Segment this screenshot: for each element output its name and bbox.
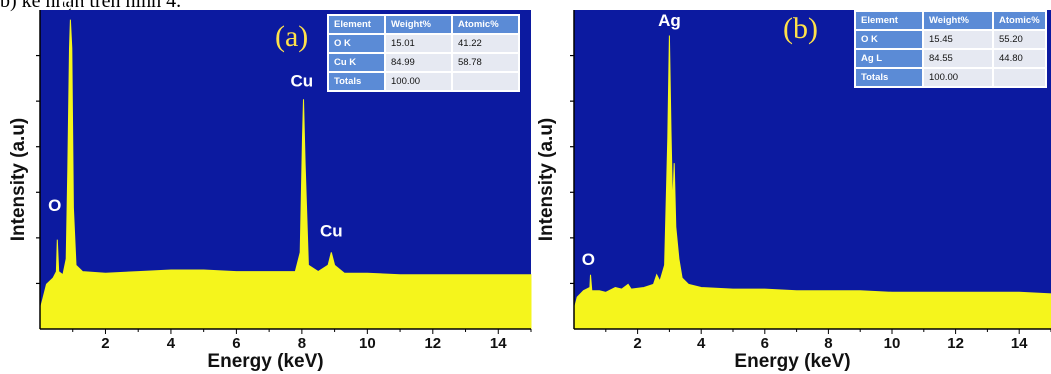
y-axis-title: Intensity (a.u) xyxy=(8,118,29,242)
x-tick-label: 6 xyxy=(232,335,240,352)
table-row: O K 15.45 55.20 xyxy=(856,31,1045,48)
table-row: O K 15.01 41.22 xyxy=(329,35,518,52)
peak-label: O xyxy=(582,250,595,269)
peak-label: Cu xyxy=(60,0,83,14)
table-cell: Ag L xyxy=(856,50,922,67)
table-header-cell: Weight% xyxy=(924,12,992,29)
x-tick-label: 8 xyxy=(298,335,306,352)
table-cell: 100.00 xyxy=(924,69,992,86)
eds-table-a: Element Weight% Atomic% O K 15.01 41.22 … xyxy=(327,14,520,92)
table-cell: 15.45 xyxy=(924,31,992,48)
x-axis-title: Energy (keV) xyxy=(207,351,323,372)
table-header-row: Element Weight% Atomic% xyxy=(856,12,1045,29)
x-tick-label: 2 xyxy=(633,335,641,352)
x-tick-label: 6 xyxy=(761,335,769,352)
table-cell: O K xyxy=(329,35,384,52)
table-cell: 55.20 xyxy=(994,31,1045,48)
x-tick-label: 14 xyxy=(490,335,507,352)
table-row: Totals 100.00 xyxy=(856,69,1045,86)
x-tick-label: 2 xyxy=(101,335,109,352)
y-axis-title: Intensity (a.u) xyxy=(536,118,557,242)
table-cell: 84.55 xyxy=(924,50,992,67)
table-row: Totals 100.00 xyxy=(329,73,518,90)
eds-chart-b: 2 4 6 8 10 12 14 Energy (keV) Intensity (a.u) Ag O… xyxy=(530,0,1051,374)
panel-label: (a) xyxy=(275,20,308,53)
x-tick-label: 14 xyxy=(1011,335,1028,352)
eds-table-b: Element Weight% Atomic% O K 15.45 55.20 … xyxy=(854,10,1047,88)
x-tick-label: 4 xyxy=(697,335,706,352)
peak-label: O xyxy=(48,196,61,215)
table-header-cell: Atomic% xyxy=(453,16,518,33)
table-header-cell: Weight% xyxy=(386,16,451,33)
peak-label: Cu xyxy=(291,72,314,91)
panel-label: (b) xyxy=(783,12,818,45)
table-header-cell: Element xyxy=(856,12,922,29)
x-axis-title: Energy (keV) xyxy=(734,351,850,372)
table-header-row: Element Weight% Atomic% xyxy=(329,16,518,33)
x-tick-label: 8 xyxy=(824,335,832,352)
table-header-cell: Element xyxy=(329,16,384,33)
x-tick-label: 4 xyxy=(167,335,176,352)
table-cell: 84.99 xyxy=(386,54,451,71)
table-cell: O K xyxy=(856,31,922,48)
x-tick-label: 10 xyxy=(884,335,901,352)
table-cell: 100.00 xyxy=(386,73,451,90)
table-row: Ag L 84.55 44.80 xyxy=(856,50,1045,67)
peak-label: Cu xyxy=(320,221,343,240)
table-cell: 44.80 xyxy=(994,50,1045,67)
table-cell: 41.22 xyxy=(453,35,518,52)
x-tick-label: 12 xyxy=(424,335,441,352)
x-tick-label: 12 xyxy=(947,335,964,352)
table-cell xyxy=(994,69,1045,86)
table-cell: 15.01 xyxy=(386,35,451,52)
x-tick-label: 10 xyxy=(359,335,376,352)
table-cell xyxy=(453,73,518,90)
figure-caption-fragment: b) kể nhận trên hình 4. xyxy=(0,0,182,12)
table-cell: Totals xyxy=(329,73,384,90)
spectrum-series xyxy=(573,35,1051,330)
table-cell: Totals xyxy=(856,69,922,86)
table-cell: 58.78 xyxy=(453,54,518,71)
table-row: Cu K 84.99 58.78 xyxy=(329,54,518,71)
peak-label: Ag xyxy=(658,11,681,30)
table-header-cell: Atomic% xyxy=(994,12,1045,29)
table-cell: Cu K xyxy=(329,54,384,71)
eds-chart-a: 2 4 6 8 10 12 14 Energy (keV) Intensity (a.u) Cu O… xyxy=(8,0,532,372)
spectrum-series xyxy=(39,19,532,330)
